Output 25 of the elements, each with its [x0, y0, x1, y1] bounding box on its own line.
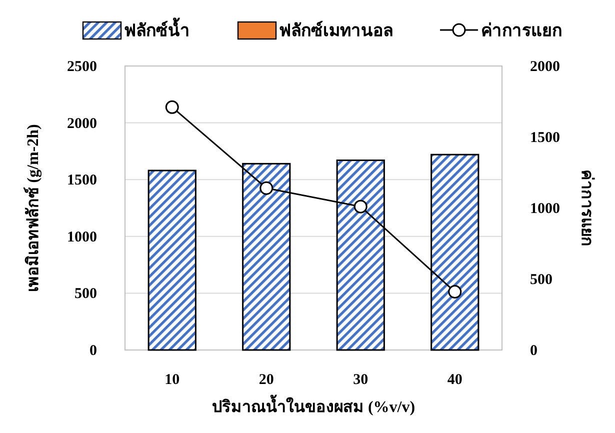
x-tick-label: 40 — [447, 372, 462, 388]
x-tick-label: 30 — [353, 372, 368, 388]
y-axis-title: เพอมิเอทฟลักซ์ (g/m-2h) — [23, 124, 42, 292]
x-tick-label: 20 — [258, 372, 274, 388]
legend-label: ฟลักซ์น้ำ — [124, 17, 190, 40]
y-tick-label: 2000 — [67, 116, 97, 132]
y-tick-label: 1000 — [67, 229, 97, 246]
y-tick-label: 0 — [90, 343, 97, 359]
point — [448, 285, 462, 299]
y2-tick-label: 1500 — [530, 130, 560, 146]
y2-axis-title: ค่าการแยก — [578, 170, 595, 246]
y2-tick-label: 0 — [530, 343, 538, 359]
y-tick-label: 1500 — [67, 172, 97, 189]
point — [165, 100, 179, 114]
y-tick-label: 500 — [74, 286, 97, 302]
x-axis-title: ปริมาณน้ำในของผสม (%v/v) — [212, 394, 416, 416]
y2-tick-label: 500 — [530, 272, 552, 288]
y2-tick-label: 2000 — [530, 59, 560, 75]
legend-label: ค่าการแยก — [481, 21, 562, 40]
point — [260, 181, 274, 195]
x-tick-label: 10 — [164, 372, 180, 388]
point — [354, 200, 368, 214]
legend-label: ฟลักซ์เมทานอล — [279, 20, 393, 40]
y2-tick-label: 1000 — [530, 201, 560, 217]
y-tick-label: 2500 — [67, 59, 97, 75]
